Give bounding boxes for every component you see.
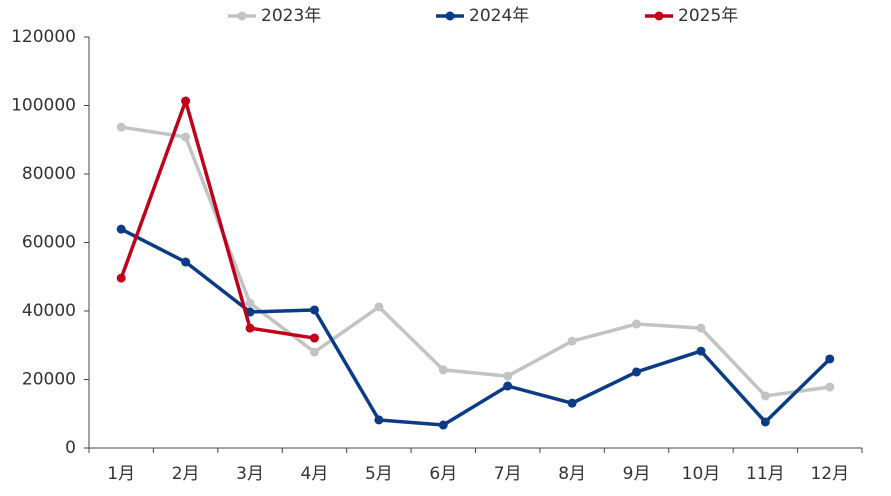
legend-label: 2025年 xyxy=(678,6,738,26)
point xyxy=(181,96,191,106)
x-tick-label: 12月 xyxy=(810,464,849,484)
point xyxy=(245,323,255,333)
x-tick-label: 5月 xyxy=(365,464,393,484)
legend-label: 2024年 xyxy=(469,6,529,26)
y-tick-label: 0 xyxy=(65,438,76,458)
series-line xyxy=(120,227,832,427)
point xyxy=(374,302,384,312)
legend-marker xyxy=(654,11,664,21)
series-line xyxy=(120,125,831,398)
legend-marker xyxy=(237,11,247,21)
legend-marker xyxy=(445,11,455,21)
point xyxy=(181,132,191,142)
point xyxy=(567,398,577,408)
x-tick-label: 3月 xyxy=(236,464,264,484)
point xyxy=(632,367,642,377)
y-tick-label: 20000 xyxy=(22,370,76,390)
y-tick-label: 60000 xyxy=(22,233,76,253)
point xyxy=(245,298,255,308)
x-tick-label: 6月 xyxy=(429,464,457,484)
point xyxy=(632,319,642,329)
point xyxy=(309,347,319,357)
x-tick-label: 4月 xyxy=(301,464,329,484)
y-tick-label: 120000 xyxy=(11,27,76,47)
x-tick-label: 1月 xyxy=(107,464,135,484)
point xyxy=(503,371,513,381)
point xyxy=(825,354,835,364)
point xyxy=(116,224,126,234)
point xyxy=(825,382,835,392)
x-tick-label: 7月 xyxy=(494,464,522,484)
point xyxy=(181,257,191,267)
y-tick-label: 100000 xyxy=(11,96,76,116)
x-tick-label: 10月 xyxy=(682,464,721,484)
point xyxy=(696,346,706,356)
x-tick-label: 8月 xyxy=(558,464,586,484)
point xyxy=(567,336,577,346)
point xyxy=(696,323,706,333)
y-tick-label: 80000 xyxy=(22,164,76,184)
point xyxy=(438,420,448,430)
point xyxy=(116,122,126,132)
y-tick-label: 40000 xyxy=(22,301,76,321)
point xyxy=(438,365,448,375)
point xyxy=(116,273,126,283)
point xyxy=(760,417,770,427)
x-tick-label: 9月 xyxy=(623,464,651,484)
x-tick-label: 2月 xyxy=(172,464,200,484)
series-line xyxy=(119,99,315,340)
point xyxy=(374,415,384,425)
point xyxy=(503,381,513,391)
point xyxy=(309,333,319,343)
point xyxy=(309,305,319,315)
legend-label: 2023年 xyxy=(261,6,321,26)
point xyxy=(760,391,770,401)
x-tick-label: 11月 xyxy=(746,464,785,484)
